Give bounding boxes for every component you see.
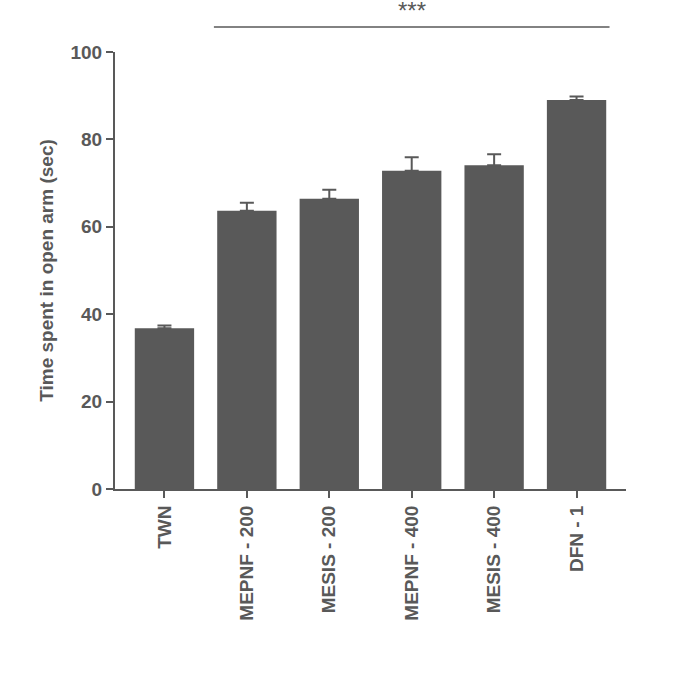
svg-text:40: 40 [81, 304, 102, 325]
svg-text:MESIS - 200: MESIS - 200 [318, 506, 339, 614]
svg-text:Time spent in open arm (sec): Time spent in open arm (sec) [36, 139, 57, 402]
svg-text:60: 60 [81, 216, 102, 237]
svg-text:0: 0 [92, 479, 103, 500]
svg-text:MEPNF - 400: MEPNF - 400 [401, 506, 422, 621]
svg-text:MESIS - 400: MESIS - 400 [483, 506, 504, 614]
svg-text:20: 20 [81, 391, 102, 412]
svg-text:80: 80 [81, 129, 102, 150]
svg-text:DFN - 1: DFN - 1 [566, 505, 587, 572]
svg-text:TWN: TWN [154, 506, 175, 549]
svg-text:100: 100 [70, 42, 102, 63]
svg-text:***: *** [398, 0, 426, 24]
svg-text:MEPNF - 200: MEPNF - 200 [236, 506, 257, 621]
